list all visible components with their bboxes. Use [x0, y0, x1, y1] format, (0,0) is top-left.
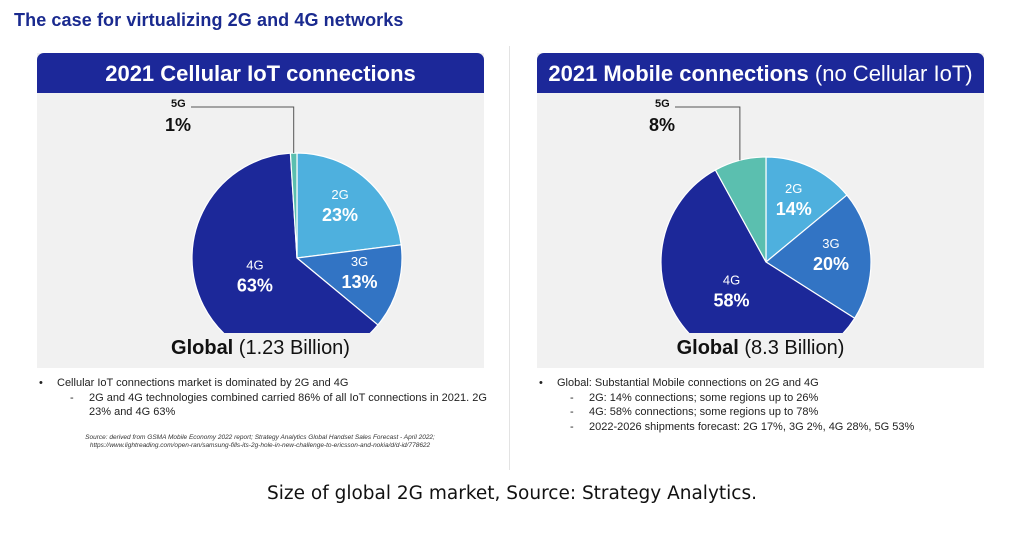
iot-chart-title: 2021 Cellular IoT connections	[105, 61, 416, 86]
pie-slice-3g	[764, 194, 872, 320]
source-line-2: https://www.lightreading.com/open-ran/sa…	[89, 442, 431, 449]
iot-pie-chart: 2G 23% 3G 13% 4G 63% 5G 1%	[165, 98, 403, 333]
iot-chart-header: 2021 Cellular IoT connections	[37, 53, 484, 93]
mobile-total-value: (8.3 Billion)	[738, 337, 845, 359]
mobile-pie-chart: 2G 14% 3G 20% 4G 58% 5G 8%	[649, 98, 872, 333]
pie-slice-4g	[191, 152, 379, 333]
slice-value-3g: 13%	[341, 272, 377, 292]
slice-name-5g: 5G	[655, 98, 670, 110]
mobile-sub-bullet-forecast: 2022-2026 shipments forecast: 2G 17%, 3G…	[537, 420, 1007, 435]
pie-slice-3g	[295, 244, 403, 326]
callout-line-5g	[191, 106, 295, 154]
callout-line-5g	[675, 106, 741, 161]
column-divider	[509, 46, 510, 470]
mobile-total-label: Global (8.3 Billion)	[537, 337, 984, 360]
figure-caption: Size of global 2G market, Source: Strate…	[267, 483, 757, 504]
slice-value-5g: 1%	[165, 115, 191, 135]
mobile-chart-header: 2021 Mobile connections (no Cellular IoT…	[537, 53, 984, 93]
iot-total-bold: Global	[171, 337, 234, 359]
mobile-sub-bullet-4g: 4G: 58% connections; some regions up to …	[537, 405, 1007, 420]
mobile-total-bold: Global	[676, 337, 739, 359]
slice-name-2g: 2G	[331, 187, 348, 202]
slice-name-5g: 5G	[171, 98, 186, 110]
pie-slice-5g	[714, 156, 767, 263]
mobile-chart-title: 2021 Mobile connections	[548, 61, 809, 86]
slice-value-4g: 63%	[237, 275, 273, 295]
mobile-bullet: Global: Substantial Mobile connections o…	[537, 376, 1007, 391]
slice-name-4g: 4G	[723, 272, 740, 287]
slice-value-3g: 20%	[813, 254, 849, 274]
pie-slice-5g	[289, 152, 298, 259]
mobile-chart-title-suffix: (no Cellular IoT)	[808, 61, 973, 86]
iot-bullet: Cellular IoT connections market is domin…	[37, 376, 507, 391]
pie-slice-2g	[765, 156, 848, 264]
mobile-chart-panel: 2021 Mobile connections (no Cellular IoT…	[537, 53, 984, 368]
slice-value-5g: 8%	[649, 115, 675, 135]
slice-value-2g: 14%	[776, 199, 812, 219]
pie-slice-2g	[296, 152, 402, 259]
mobile-notes: Global: Substantial Mobile connections o…	[537, 376, 1007, 434]
pie-slice-4g	[660, 169, 856, 333]
source-note: Source: derived from GSMA Mobile Economy…	[60, 434, 460, 450]
iot-notes: Cellular IoT connections market is domin…	[37, 376, 507, 420]
iot-sub-bullet: 2G and 4G technologies combined carried …	[37, 391, 507, 420]
slide-title: The case for virtualizing 2G and 4G netw…	[14, 10, 404, 30]
mobile-sub-bullet-2g: 2G: 14% connections; some regions up to …	[537, 391, 1007, 406]
slice-value-4g: 58%	[714, 290, 750, 310]
slice-name-2g: 2G	[785, 181, 802, 196]
iot-total-value: (1.23 Billion)	[233, 337, 350, 359]
slice-name-3g: 3G	[351, 254, 368, 269]
source-line-1: Source: derived from GSMA Mobile Economy…	[85, 434, 435, 441]
iot-chart-panel: 2021 Cellular IoT connections 2G 23% 3G 13%…	[37, 53, 484, 368]
slice-name-4g: 4G	[246, 257, 263, 272]
iot-total-label: Global (1.23 Billion)	[37, 337, 484, 360]
slice-value-2g: 23%	[322, 205, 358, 225]
slice-name-3g: 3G	[822, 236, 839, 251]
